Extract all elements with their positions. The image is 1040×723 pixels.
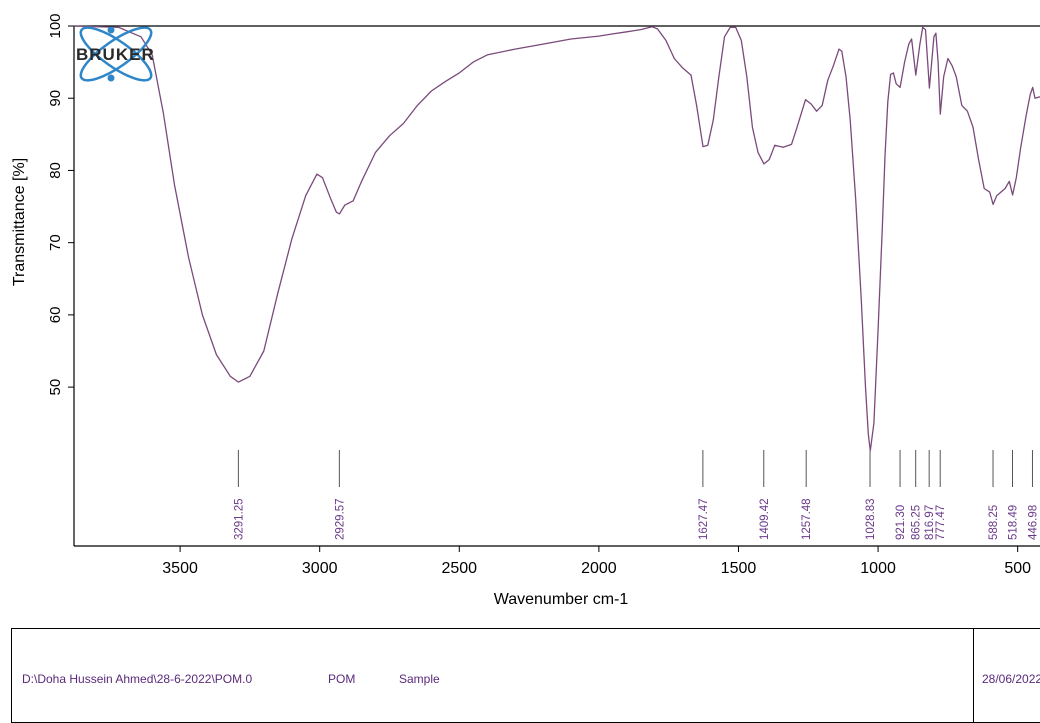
peak-label: 1028.83 (865, 498, 877, 540)
plot-frame (73, 25, 1040, 547)
y-axis-ticks: 100 90 80 70 60 50 (47, 13, 74, 395)
peak-label: 3291.25 (233, 498, 245, 540)
peak-label: 518.49 (1008, 505, 1020, 540)
x-tick-label: 3500 (162, 560, 198, 577)
logo-text: BRUKER (76, 45, 155, 64)
peak-markers: 3291.25 2929.57 1627.47 1409.42 1257.48 1028.… (233, 450, 1039, 540)
sample-name: POM (328, 672, 356, 686)
x-tick-label: 1000 (860, 560, 896, 577)
peak-label: 921.30 (895, 505, 907, 540)
y-tick-label: 60 (47, 307, 64, 324)
y-axis-label: Transmittance [%] (11, 158, 28, 286)
peak-label: 446.98 (1027, 505, 1039, 540)
peak-label: 865.25 (911, 505, 923, 540)
x-tick-label: 2500 (441, 560, 477, 577)
y-tick-label: 100 (47, 13, 64, 38)
x-tick-label: 500 (1004, 560, 1031, 577)
y-tick-label: 90 (47, 90, 64, 107)
file-path: D:\Doha Hussein Ahmed\28-6-2022\POM.0 (22, 672, 253, 686)
x-axis-ticks: 3500 3000 2500 2000 1500 1000 500 (162, 546, 1031, 577)
peak-label: 777.47 (935, 505, 947, 540)
x-tick-label: 3000 (302, 560, 338, 577)
peak-label: 588.25 (988, 505, 1000, 540)
atom-icon (79, 26, 153, 82)
y-tick-label: 70 (47, 234, 64, 251)
footer-divider (973, 628, 974, 723)
peak-label: 816.97 (924, 505, 936, 540)
peak-label: 1627.47 (698, 498, 710, 540)
series-layer (73, 25, 1040, 452)
peak-label: 2929.57 (334, 498, 346, 540)
measurement-date: 28/06/2022 (982, 672, 1040, 686)
peak-label: 1257.48 (801, 498, 813, 540)
x-axis-label: Wavenumber cm-1 (494, 591, 629, 608)
y-tick-label: 50 (47, 379, 64, 396)
x-tick-label: 2000 (581, 560, 617, 577)
spectrum-line (73, 25, 1040, 452)
bruker-logo: BRUKER (76, 26, 155, 82)
ir-spectrum-chart: 100 90 80 70 60 50 3500 3000 2500 2000 1500 1000 50… (11, 13, 1040, 608)
x-tick-label: 1500 (721, 560, 757, 577)
y-tick-label: 80 (47, 162, 64, 179)
sample-type: Sample (399, 672, 440, 686)
peak-label: 1409.42 (759, 498, 771, 540)
